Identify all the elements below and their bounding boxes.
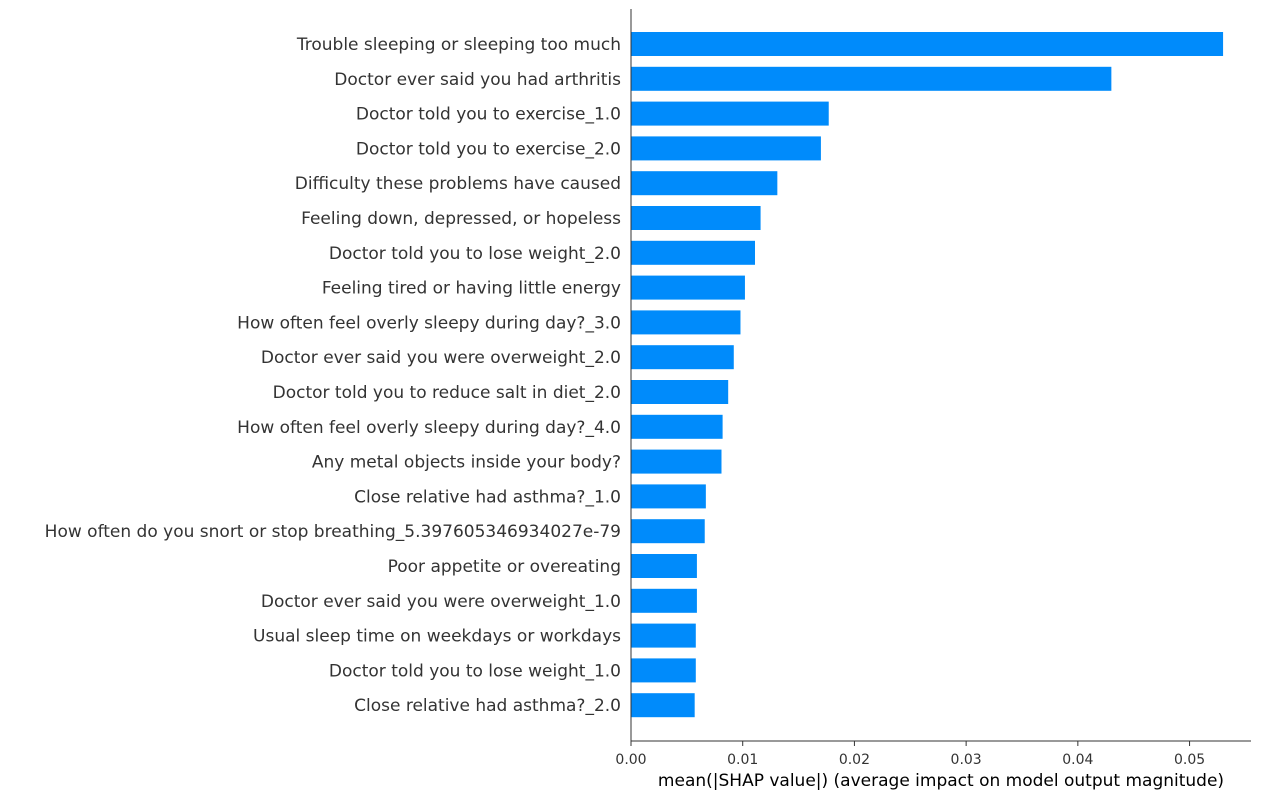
category-label: Difficulty these problems have caused — [295, 174, 621, 194]
category-label: How often feel overly sleepy during day?… — [237, 313, 621, 333]
x-tick-label: 0.04 — [1062, 752, 1093, 768]
x-tick-label: 0.03 — [951, 752, 982, 768]
category-label: Feeling down, depressed, or hopeless — [301, 209, 621, 229]
category-label: Doctor told you to lose weight_1.0 — [329, 661, 621, 681]
bar — [631, 693, 695, 718]
x-tick-label: 0.01 — [727, 752, 758, 768]
bar — [631, 449, 722, 474]
bar — [631, 206, 761, 230]
category-label: Doctor told you to lose weight_2.0 — [329, 244, 621, 264]
category-label: Doctor ever said you had arthritis — [334, 70, 621, 90]
bar — [631, 345, 734, 370]
bar — [631, 171, 778, 196]
bar — [631, 623, 696, 648]
category-labels-group: Trouble sleeping or sleeping too much Doc… — [45, 35, 621, 716]
bar — [631, 275, 745, 300]
bar — [631, 136, 821, 161]
category-label: Any metal objects inside your body? — [312, 453, 621, 473]
category-label: Doctor told you to exercise_2.0 — [356, 139, 621, 159]
category-label: Close relative had asthma?_1.0 — [354, 487, 621, 507]
bar — [631, 519, 705, 544]
bars-group — [631, 32, 1224, 718]
category-label: Feeling tired or having little energy — [322, 279, 621, 299]
bar — [631, 310, 741, 335]
x-tick-label: 0.05 — [1174, 752, 1205, 768]
bar — [631, 240, 755, 265]
bar — [631, 66, 1112, 91]
category-label: How often do you snort or stop breathing… — [45, 522, 621, 542]
bar — [631, 101, 829, 126]
bar — [631, 588, 697, 613]
category-label: Doctor told you to exercise_1.0 — [356, 105, 621, 125]
category-label: Poor appetite or overeating — [388, 557, 621, 577]
bar — [631, 554, 697, 578]
category-label: Doctor ever said you were overweight_1.0 — [261, 592, 621, 612]
bar — [631, 380, 729, 404]
x-tick-label: 0.00 — [615, 752, 646, 768]
x-tick-label: 0.02 — [839, 752, 870, 768]
x-axis-title: mean(|SHAP value|) (average impact on mo… — [658, 771, 1224, 791]
bar — [631, 414, 723, 439]
bar — [631, 658, 696, 683]
category-label: Trouble sleeping or sleeping too much — [296, 35, 621, 55]
category-label: How often feel overly sleepy during day?… — [237, 418, 621, 438]
category-label: Close relative had asthma?_2.0 — [354, 696, 621, 716]
x-ticks-group: 0.00 0.01 0.02 0.03 0.04 0.05 — [615, 741, 1205, 768]
bar — [631, 484, 706, 509]
bar — [631, 32, 1224, 56]
category-label: Usual sleep time on weekdays or workdays — [253, 627, 621, 647]
category-label: Doctor ever said you were overweight_2.0 — [261, 348, 621, 368]
category-label: Doctor told you to reduce salt in diet_2… — [273, 383, 621, 403]
